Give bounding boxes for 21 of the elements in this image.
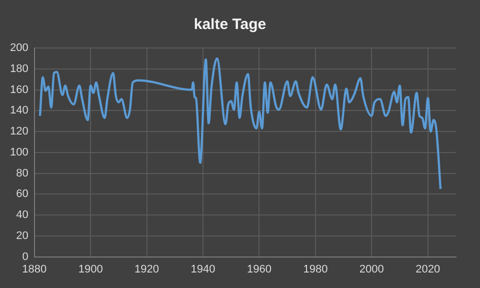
y-tick-label: 80 bbox=[16, 167, 28, 180]
y-tick-label: 40 bbox=[16, 209, 28, 222]
y-tick-label: 140 bbox=[10, 104, 28, 117]
x-tick-label: 1980 bbox=[303, 263, 328, 276]
x-tick-label: 1960 bbox=[246, 263, 272, 276]
y-tick-label: 60 bbox=[16, 188, 28, 200]
y-tick-label: 160 bbox=[10, 84, 28, 96]
chart-title: kalte Tage bbox=[194, 16, 266, 34]
x-tick-label: 2020 bbox=[416, 263, 440, 276]
y-tick-label: 100 bbox=[10, 146, 28, 158]
y-tick-label: 200 bbox=[10, 42, 28, 54]
y-tick-label: 120 bbox=[10, 126, 28, 138]
x-tick-label: 1900 bbox=[78, 263, 103, 276]
line-series bbox=[38, 57, 442, 190]
y-tick-label: 180 bbox=[10, 62, 28, 75]
x-tick-label: 2000 bbox=[359, 263, 384, 276]
x-tick-label: 1940 bbox=[190, 263, 216, 276]
y-tick-label: 20 bbox=[16, 230, 28, 242]
x-tick-label: 1920 bbox=[134, 263, 160, 276]
y-tick-label: 0 bbox=[22, 250, 28, 263]
x-tick-label: 1880 bbox=[22, 263, 47, 276]
